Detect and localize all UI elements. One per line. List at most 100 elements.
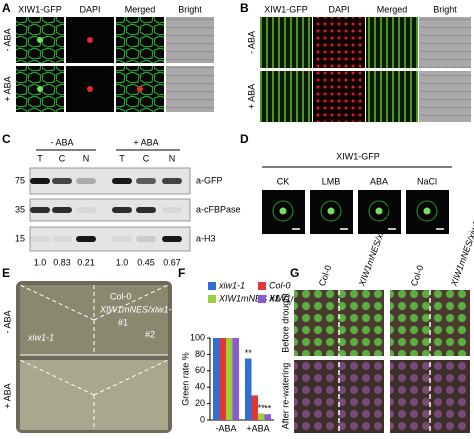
panel-label: E	[2, 266, 10, 280]
genotype-label: #1	[118, 317, 128, 327]
group-label: - ABA	[50, 137, 73, 147]
genotype-label: Col-0	[110, 291, 132, 301]
lane-label: C	[59, 153, 66, 163]
treatment-label: LMB	[322, 176, 341, 186]
genotype-label: Col-0	[317, 264, 334, 288]
nucleus	[37, 86, 43, 92]
panel-title: XIW1-GFP	[336, 151, 380, 161]
band	[30, 236, 50, 242]
antibody-label: a-H3	[196, 233, 216, 243]
lane-label: T	[119, 153, 125, 163]
band	[76, 207, 96, 213]
cell	[368, 200, 390, 222]
genotype-label: #2	[145, 329, 155, 339]
band	[136, 236, 156, 242]
band	[30, 207, 50, 213]
row-label: + ABA	[2, 383, 12, 408]
y-tick-label: 40	[195, 382, 205, 392]
micrograph	[166, 17, 214, 63]
legend-swatch	[258, 282, 266, 290]
panel-label: B	[240, 1, 249, 15]
nucleus	[279, 207, 287, 215]
ratio-label: 0.67	[163, 257, 181, 267]
bar	[264, 414, 271, 420]
x-tick-label: -ABA	[215, 423, 236, 433]
panel-label: D	[240, 132, 249, 146]
y-axis-label: Green rate %	[180, 352, 190, 406]
micrograph	[366, 71, 418, 122]
bar	[258, 413, 265, 420]
band	[76, 236, 96, 242]
cell	[320, 200, 342, 222]
marker-label: 75	[15, 175, 25, 185]
column-label: Merged	[377, 4, 408, 14]
column-label: XIW1-GFP	[18, 4, 62, 14]
nucleus	[137, 86, 143, 92]
bar	[232, 338, 239, 420]
band	[30, 178, 50, 184]
nucleus	[327, 207, 335, 215]
genotype-label: Col-0	[409, 264, 426, 288]
micrograph	[313, 71, 365, 122]
legend-label: XIW1mNES #1	[218, 293, 280, 303]
band	[52, 178, 72, 184]
nucleus	[37, 37, 43, 43]
band	[112, 207, 132, 213]
panel-label: F	[178, 266, 185, 280]
antibody-label: a-GFP	[196, 175, 223, 185]
bar	[219, 338, 226, 420]
band	[162, 207, 182, 213]
cell	[272, 200, 294, 222]
antibody-label: a-cFBPase	[196, 204, 241, 214]
ratio-label: 0.45	[137, 257, 155, 267]
micrograph	[419, 17, 471, 68]
micrograph	[366, 17, 418, 68]
y-tick-label: 80	[195, 349, 205, 359]
bar	[213, 338, 220, 420]
band	[136, 178, 156, 184]
y-tick-label: 60	[195, 365, 205, 375]
column-label: DAPI	[79, 4, 100, 14]
bar	[245, 358, 252, 420]
bar	[226, 338, 233, 420]
legend-swatch	[208, 282, 216, 290]
band	[162, 236, 182, 242]
lane-label: T	[37, 153, 43, 163]
band	[76, 178, 96, 184]
y-tick-label: 0	[200, 414, 205, 424]
panel-c: T 1.0 C 0.83 N 0.21 T 1.0 C 0.45 N 0.67 75 a-GFP 35 a-c…	[15, 153, 241, 267]
annotation: **	[245, 348, 253, 358]
band	[162, 178, 182, 184]
bar	[251, 395, 258, 420]
genotype-label: XIW1mNES/xiw1-1 #2	[448, 200, 474, 288]
row-label: - ABA	[246, 31, 256, 54]
micrograph	[260, 17, 312, 68]
band	[136, 207, 156, 213]
row-label: + ABA	[246, 84, 256, 109]
micrograph	[260, 71, 312, 122]
panel-label: A	[2, 1, 11, 15]
nucleus	[375, 207, 383, 215]
band	[112, 178, 132, 184]
panel-b: XIW1-GFP DAPI Merged Bright - ABA + ABA	[246, 4, 471, 122]
marker-label: 35	[15, 204, 25, 214]
cell	[416, 200, 438, 222]
genotype-label: xiw1-1	[27, 332, 54, 342]
nucleus	[423, 207, 431, 215]
group-label: + ABA	[133, 137, 158, 147]
y-tick-label: 20	[195, 398, 205, 408]
column-label: Merged	[125, 4, 156, 14]
legend-label: xiw1-1	[218, 280, 245, 290]
genotype-label: XIW1mNES/xiw1-1	[99, 304, 177, 314]
band	[52, 207, 72, 213]
row-label: - ABA	[2, 310, 12, 333]
micrograph	[166, 66, 214, 112]
micrograph	[313, 17, 365, 68]
lane-label: N	[169, 153, 176, 163]
ratio-label: 0.83	[53, 257, 71, 267]
panel-d: CK LMB ABA NaCl	[262, 176, 449, 234]
ratio-label: 0.21	[77, 257, 95, 267]
x-tick-label: +ABA	[246, 423, 269, 433]
legend-label: Col-0	[269, 280, 291, 290]
